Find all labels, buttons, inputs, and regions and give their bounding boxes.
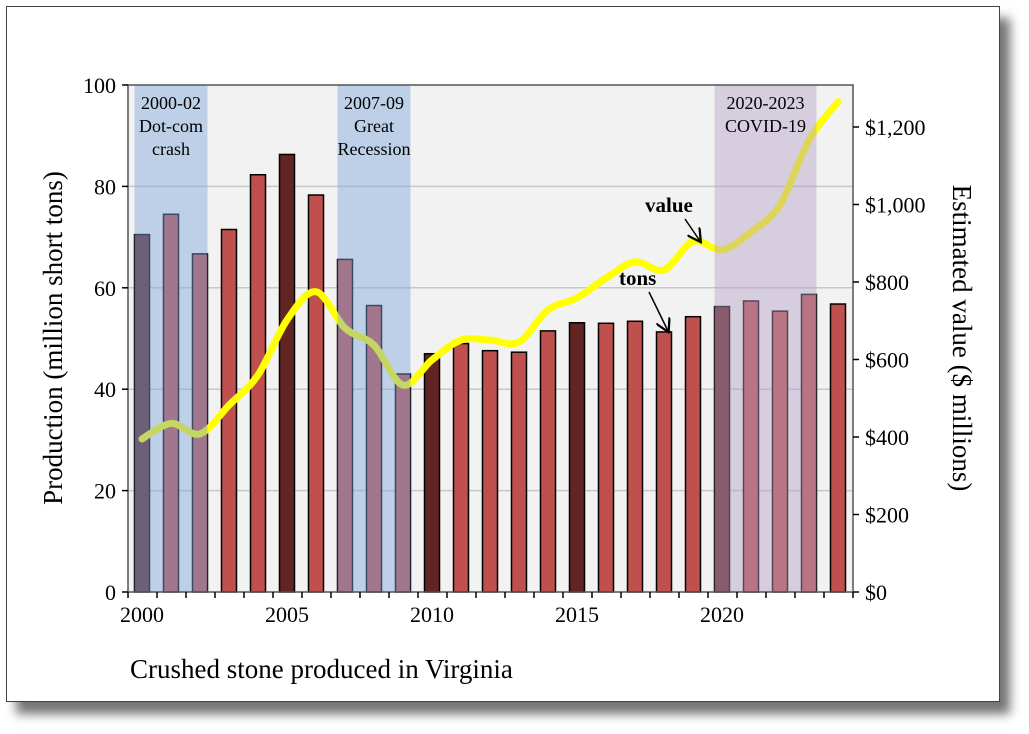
x-tick-label: 2000 (120, 602, 164, 627)
bar-2017 (626, 320, 644, 593)
bar-2012 (481, 349, 499, 593)
bar-2024 (829, 303, 847, 593)
bar-2018 (655, 331, 673, 593)
shaded-period-label: 2000-02 (141, 93, 201, 113)
y2-axis-label: Estimated value ($ millions) (947, 185, 977, 492)
y-tick-label: 100 (83, 73, 116, 98)
bar-2014 (539, 330, 557, 593)
y2-tick-label: $200 (865, 503, 909, 528)
shaded-period-label: Recession (338, 139, 411, 159)
shaded-period-1 (337, 85, 411, 592)
x-tick-label: 2010 (410, 602, 454, 627)
x-tick-label: 2020 (700, 602, 744, 627)
annotation-value-arrow (684, 218, 700, 241)
plot-border (127, 84, 854, 593)
y-tick-label: 80 (94, 174, 116, 199)
x-axis-label: Crushed stone produced in Virginia (130, 654, 513, 684)
shaded-period-label: 2020-2023 (727, 93, 805, 113)
shaded-period-0 (134, 85, 208, 592)
annotation-value: value (645, 193, 693, 217)
bar-2011 (452, 342, 470, 593)
y2-tick-label: $0 (865, 580, 887, 605)
x-tick-label: 2015 (555, 602, 599, 627)
bar-2015 (568, 322, 586, 593)
bar-2019 (684, 315, 702, 593)
y-tick-label: 20 (94, 479, 116, 504)
bar-2006 (307, 194, 325, 593)
y2-tick-label: $1,200 (865, 115, 926, 140)
y2-tick-label: $400 (865, 425, 909, 450)
shaded-period-label: Great (354, 116, 394, 136)
value-line (138, 98, 842, 443)
y2-tick-label: $600 (865, 348, 909, 373)
annotation-tons-arrow (648, 291, 668, 331)
shaded-period-2 (714, 85, 817, 592)
y-tick-label: 60 (94, 276, 116, 301)
annotation-tons: tons (619, 266, 656, 290)
shaded-period-label: COVID-19 (725, 116, 806, 136)
y2-tick-label: $800 (865, 270, 909, 295)
bar-2005 (278, 153, 296, 593)
bar-2010 (423, 352, 441, 593)
y-tick-label: 40 (94, 377, 116, 402)
shaded-period-label: Dot-com (139, 116, 203, 136)
bar-2016 (597, 322, 615, 593)
x-tick-label: 2005 (265, 602, 309, 627)
shaded-period-label: 2007-09 (344, 93, 404, 113)
y-tick-label: 0 (105, 580, 116, 605)
shaded-period-label: crash (152, 139, 190, 159)
bar-2013 (510, 351, 528, 593)
y2-tick-label: $1,000 (865, 193, 926, 218)
y-axis-label: Production (million short tons) (38, 171, 68, 505)
